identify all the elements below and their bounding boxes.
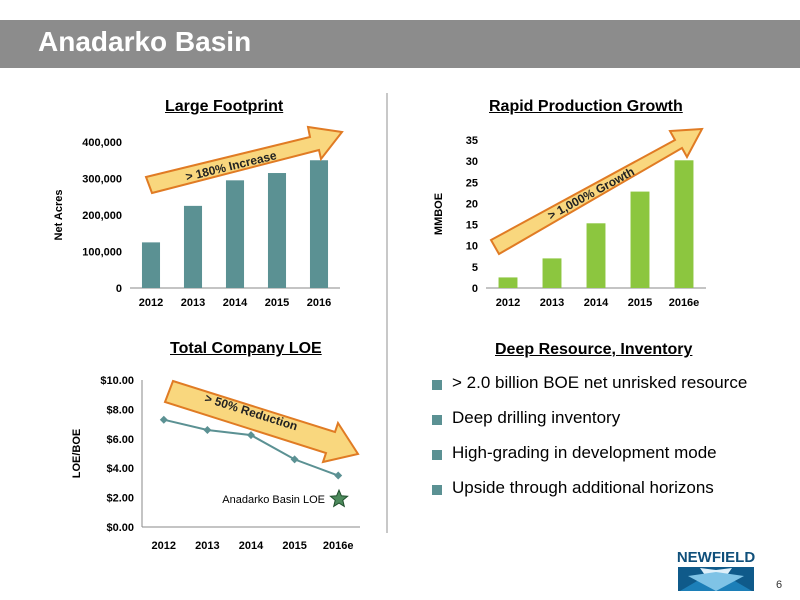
loe-chart: $0.00 $2.00 $4.00 $6.00 $8.00 $10.00 2012 2013 2… [71,375,360,552]
resource-title: Deep Resource, Inventory [495,341,693,358]
y-tick-label: 400,000 [82,137,122,149]
footprint-chart: 0 100,000 200,000 300,000 400,000 2012 2013 201… [53,125,344,309]
x-tick-label: 2013 [181,297,205,309]
production-title: Rapid Production Growth [489,98,683,115]
trend-arrow [144,125,344,195]
bullet-square-icon [432,415,442,425]
y-axis-label: LOE/BOE [71,429,83,479]
y-tick-label: $10.00 [100,375,134,387]
header-bar: Anadarko Basin [0,20,800,68]
x-tick-label: 2013 [540,297,564,309]
page-number: 6 [776,579,783,591]
data-point-marker [247,431,255,440]
bar [267,173,287,288]
vertical-divider [386,93,388,533]
trend-arrow [489,127,704,256]
logo-text: NEWFIELD [677,549,755,566]
bar [542,258,562,288]
y-tick-label: 100,000 [82,247,122,259]
bullet-text: Deep drilling inventory [452,408,621,427]
bar [141,242,161,288]
y-tick-label: 0 [472,283,478,295]
x-tick-label: 2015 [628,297,652,309]
y-tick-label: 35 [466,135,478,147]
y-axis-label: MMBOE [433,193,445,235]
trend-arrow-label: > 1,000% Growth [545,164,636,222]
y-tick-label: $2.00 [106,493,134,505]
x-tick-label: 2014 [223,297,248,309]
loe-title: Total Company LOE [170,340,322,357]
x-tick-label: 2014 [584,297,609,309]
bar [586,223,606,288]
x-tick-label: 2015 [265,297,289,309]
y-tick-label: 300,000 [82,174,122,186]
page-title: Anadarko Basin [38,26,252,57]
annotation-label: Anadarko Basin LOE [222,494,325,506]
y-tick-label: 20 [466,198,478,210]
y-tick-label: $8.00 [106,404,134,416]
bullet-text: Upside through additional horizons [452,478,714,497]
y-tick-label: 25 [466,177,478,189]
x-tick-label: 2016e [323,540,354,552]
bar [225,180,245,288]
x-tick-label: 2016 [307,297,331,309]
data-point-marker [203,425,212,434]
bullet-square-icon [432,485,442,495]
y-tick-label: 30 [466,156,478,168]
y-tick-label: 15 [466,220,478,232]
footprint-title: Large Footprint [165,98,284,115]
trend-arrow-label: > 180% Increase [184,148,278,184]
x-tick-label: 2013 [195,540,219,552]
data-point-marker [159,415,168,424]
x-tick-label: 2012 [152,540,176,552]
y-tick-label: 5 [472,262,478,274]
bar [630,191,650,288]
bar [498,277,518,288]
bullet-square-icon [432,380,442,390]
star-icon [329,488,349,508]
bullet-square-icon [432,450,442,460]
x-tick-label: 2014 [239,540,264,552]
y-tick-label: 10 [466,241,478,253]
bar [674,160,694,288]
data-point-marker [290,455,299,464]
x-tick-label: 2015 [282,540,306,552]
sunburst-icon [680,568,752,591]
y-tick-label: $4.00 [106,463,134,475]
newfield-logo: NEWFIELD [677,549,755,591]
y-tick-label: 200,000 [82,210,122,222]
y-axis-label: Net Acres [53,190,65,241]
y-tick-label: $6.00 [106,434,134,446]
production-chart: 0 5 10 15 20 25 30 35 2012 2013 2014 2015 2016e MMBOE… [433,127,706,309]
bar [309,160,329,288]
y-tick-label: $0.00 [106,522,134,534]
bullet-text: High-grading in development mode [452,443,717,462]
x-tick-label: 2016e [669,297,700,309]
bullet-text: > 2.0 billion BOE net unrisked resource [452,373,748,392]
trend-arrow [163,379,360,464]
data-point-marker [334,471,343,480]
x-tick-label: 2012 [139,297,163,309]
x-tick-label: 2012 [496,297,520,309]
y-tick-label: 0 [116,283,122,295]
bar [183,205,203,288]
